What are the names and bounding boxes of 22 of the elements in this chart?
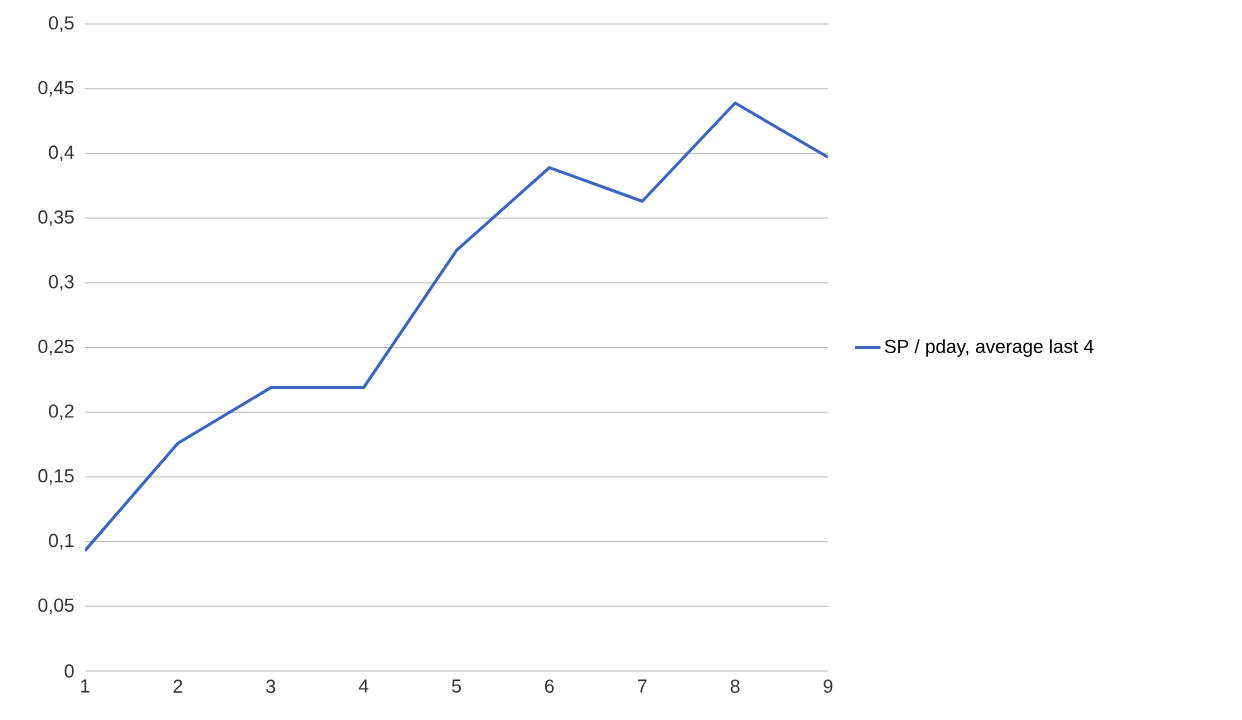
y-tick-label: 0 bbox=[64, 664, 74, 678]
y-tick-label: 0,5 bbox=[48, 16, 74, 32]
y-tick-label: 0,45 bbox=[38, 80, 74, 97]
line-series bbox=[85, 101, 828, 553]
x-tick-label: 4 bbox=[358, 679, 369, 693]
x-tick-label: 5 bbox=[451, 679, 461, 693]
y-tick-label: 0,25 bbox=[38, 339, 74, 356]
y-tick-label: 0,3 bbox=[48, 274, 74, 291]
y-tick-label: 0,1 bbox=[48, 533, 74, 550]
y-tick-label: 0,05 bbox=[38, 598, 74, 615]
y-tick-label: 0,2 bbox=[48, 404, 74, 421]
x-tick-label: 1 bbox=[81, 679, 90, 693]
x-tick-label: 3 bbox=[266, 679, 276, 693]
y-tick-label: 0,4 bbox=[48, 145, 74, 162]
y-tick-label: 0,15 bbox=[38, 469, 74, 485]
x-tick-label: 9 bbox=[823, 679, 833, 693]
x-tick-label: 8 bbox=[730, 679, 740, 693]
legend-label: SP / pday, average last 4 bbox=[884, 339, 1094, 357]
x-tick-label: 7 bbox=[637, 679, 647, 693]
x-tick-label: 2 bbox=[173, 679, 183, 693]
x-tick-label: 6 bbox=[545, 679, 554, 693]
y-tick-label: 0,35 bbox=[38, 210, 74, 226]
